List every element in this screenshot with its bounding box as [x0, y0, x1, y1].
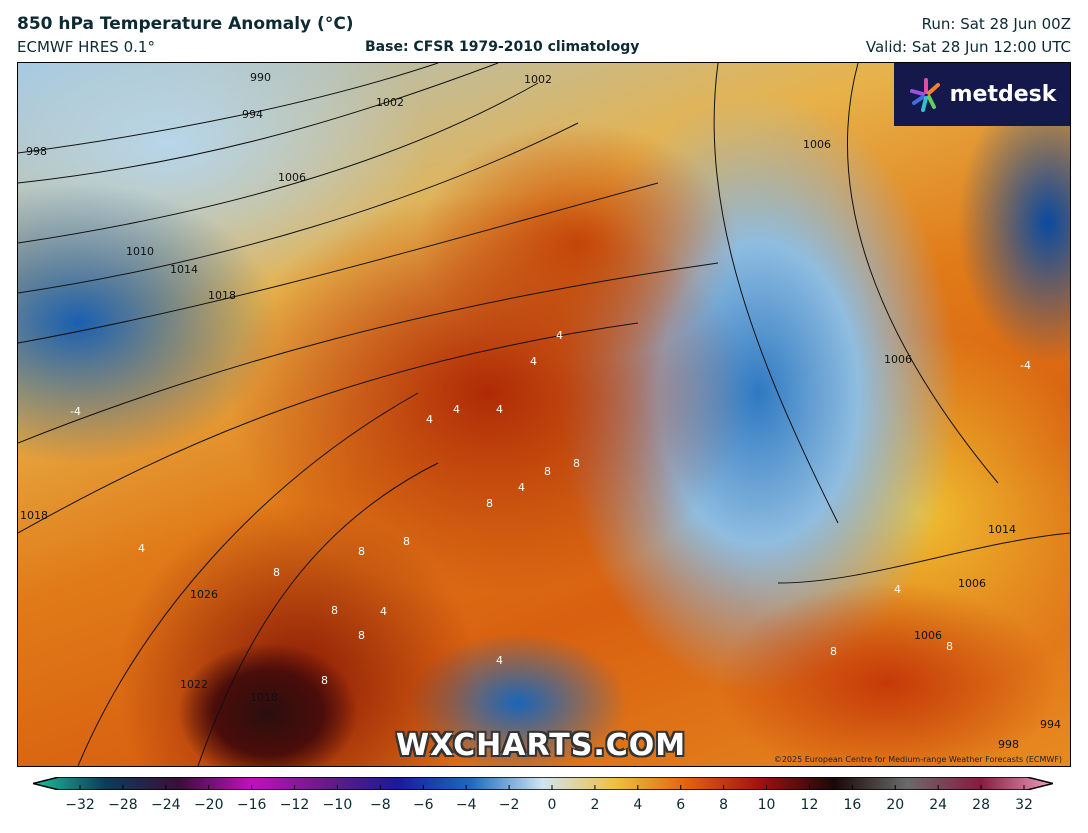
metdesk-star-icon: [909, 77, 940, 112]
anomaly-label: 8: [321, 674, 328, 687]
isobar-label: 1006: [958, 577, 986, 590]
valid-time: Valid: Sat 28 Jun 12:00 UTC: [865, 38, 1071, 56]
anomaly-label: 4: [138, 542, 145, 555]
colorbar-tick-label: 28: [972, 797, 990, 813]
anomaly-label: 8: [358, 545, 365, 558]
colorbar-tick-label: −24: [151, 797, 181, 813]
colorbar-tick-label: −10: [322, 797, 353, 813]
anomaly-label: 8: [573, 457, 580, 470]
colorbar-tick-label: −20: [193, 797, 224, 813]
isobar-label: 1018: [250, 691, 278, 704]
climatology-base: Base: CFSR 1979-2010 climatology: [365, 39, 640, 55]
colorbar-tick-label: 20: [886, 797, 905, 813]
colorbar-tick-label: 16: [843, 797, 862, 813]
colorbar-tick-label: −32: [65, 797, 95, 813]
isobar-label: 1014: [170, 263, 198, 276]
anomaly-label: 8: [403, 535, 410, 548]
colorbar-tick-label: 24: [929, 797, 948, 813]
isobar-label: 1006: [278, 171, 306, 184]
anomaly-label: 4: [426, 413, 433, 426]
anomaly-label: 8: [358, 629, 365, 642]
colorbar-tick-label: −8: [370, 797, 391, 813]
run-time: Run: Sat 28 Jun 00Z: [921, 15, 1071, 33]
anomaly-label: 4: [556, 329, 563, 342]
colorbar-tick-label: 12: [800, 797, 819, 813]
colorbar-tick-label: −4: [455, 797, 477, 813]
anomaly-label: 4: [530, 355, 537, 368]
isobar-lines: [18, 63, 1070, 766]
anomaly-label: 4: [380, 605, 387, 618]
colorbar-tick-label: −2: [498, 797, 520, 813]
isobar-label: 1006: [803, 138, 831, 151]
isobar-label: 1002: [376, 96, 404, 109]
anomaly-label: 8: [273, 566, 280, 579]
isobar-label: 1002: [524, 73, 552, 86]
colorbar-tick-label: 2: [590, 797, 600, 813]
anomaly-label: 8: [830, 645, 837, 658]
colorbar-tick-label: 8: [719, 797, 729, 813]
anomaly-label: 4: [518, 481, 525, 494]
colorbar-tick-label: 10: [757, 797, 776, 813]
isobar-label: 1006: [914, 629, 942, 642]
anomaly-label: 4: [453, 403, 460, 416]
anomaly-label: -4: [70, 405, 81, 418]
isobar-label: 994: [242, 108, 263, 121]
isobar-label: 1022: [180, 678, 208, 691]
colorbar-tick-label: 32: [1015, 797, 1033, 813]
metdesk-logo: metdesk: [894, 63, 1070, 126]
wxcharts-watermark: WXCHARTS.COM: [396, 728, 687, 763]
isobar-label: 1026: [190, 588, 218, 601]
colorbar-tick-label: −28: [108, 797, 138, 813]
copyright-notice: ©2025 European Centre for Medium-range W…: [773, 755, 1062, 764]
isobar-label: 1018: [20, 509, 48, 522]
isobar-label: 990: [250, 71, 271, 84]
chart-title: 850 hPa Temperature Anomaly (°C): [17, 14, 354, 34]
colorbar-fill: [33, 777, 1053, 790]
anomaly-label: 8: [946, 640, 953, 653]
isobar-label: 1006: [884, 353, 912, 366]
anomaly-label: 8: [544, 465, 551, 478]
anomaly-label: 8: [486, 497, 493, 510]
colorbar-tick-label: −6: [412, 797, 434, 813]
colorbar-tick-label: 0: [547, 797, 557, 813]
isobar-label: 1014: [988, 523, 1016, 536]
colorbar-tick-label: 6: [676, 797, 686, 813]
colorbar-tick-label: −12: [279, 797, 310, 813]
isobar-label: 998: [26, 145, 47, 158]
isobar-label: 998: [998, 738, 1019, 751]
model-name: ECMWF HRES 0.1°: [17, 38, 155, 56]
colorbar: [33, 777, 1053, 790]
anomaly-label: -4: [1020, 359, 1031, 372]
metdesk-logo-text: metdesk: [949, 82, 1057, 107]
isobar-label: 1018: [208, 289, 236, 302]
anomaly-label: 4: [496, 403, 503, 416]
colorbar-tick-label: 4: [633, 797, 643, 813]
anomaly-label: 8: [331, 604, 338, 617]
colorbar-tick-label: −16: [236, 797, 267, 813]
anomaly-label: 4: [496, 654, 503, 667]
weather-map: 990 994 998 1002 1002 1006 1010 1014 101…: [17, 62, 1071, 767]
isobar-label: 994: [1040, 718, 1061, 731]
isobar-label: 1010: [126, 245, 154, 258]
anomaly-label: 4: [894, 583, 901, 596]
